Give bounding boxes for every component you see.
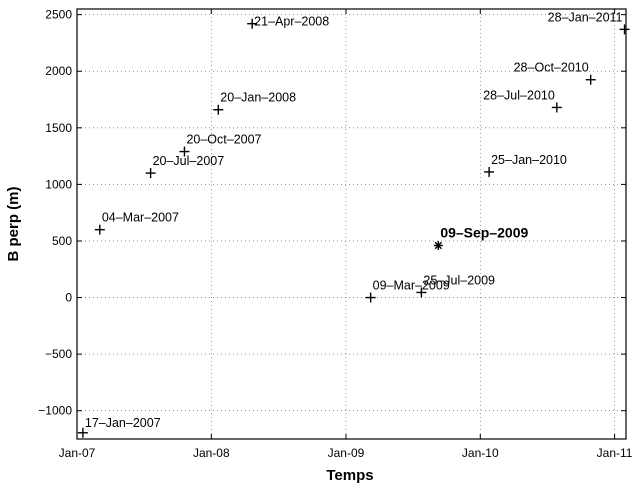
x-tick-label: Jan-09	[328, 446, 365, 460]
data-point-label: 20–Jan–2008	[220, 91, 296, 105]
data-point: 20–Jul–2007	[145, 154, 225, 179]
axis-layer: Jan-07 Jan-08 Jan-09 Jan-10 Jan-11 −1000 −500 0…	[38, 8, 633, 460]
x-tick-label: Jan-08	[193, 446, 230, 460]
y-tick-label: 500	[52, 234, 72, 248]
y-tick-label: 1500	[45, 121, 72, 135]
data-point-label: 21–Apr–2008	[254, 15, 329, 29]
data-point: 28–Jan–2011	[548, 10, 630, 35]
data-point: 28–Jul–2010	[483, 88, 562, 113]
data-point-label: 28–Jul–2010	[483, 88, 555, 102]
data-point: 20–Jan–2008	[213, 91, 296, 115]
y-tick-label: 0	[65, 291, 72, 305]
data-point-label: 25–Jan–2010	[491, 153, 567, 167]
y-tick-label: 2500	[45, 8, 72, 22]
data-point-label: 20–Jul–2007	[153, 154, 225, 168]
x-tick-label: Jan-07	[59, 446, 96, 460]
x-axis-title: Temps	[326, 467, 373, 484]
data-point-label: 09–Sep–2009	[440, 225, 528, 241]
data-point-label: 20–Oct–2007	[186, 133, 261, 147]
data-point: 17–Jan–2007	[77, 416, 161, 438]
points-layer: 17–Jan–2007 04–Mar–2007 20–Jul–2007 20–Oct–…	[77, 10, 630, 438]
data-point-label: 28–Oct–2010	[514, 61, 589, 75]
data-point-label: 28–Jan–2011	[548, 10, 623, 24]
star-marker-stroke	[434, 241, 443, 250]
y-tick-label: −1000	[38, 404, 72, 418]
data-point: 09–Sep–2009	[433, 225, 529, 250]
data-point: 25–Jul–2009	[416, 273, 495, 298]
data-point: 25–Jan–2010	[484, 153, 567, 177]
x-tick-label: Jan-10	[462, 446, 499, 460]
data-point-label: 04–Mar–2007	[102, 211, 179, 225]
data-point: 21–Apr–2008	[247, 15, 329, 29]
y-tick-label: −500	[45, 347, 72, 361]
data-point-label: 09–Mar–2009	[373, 279, 450, 293]
data-point: 04–Mar–2007	[94, 211, 179, 235]
data-point: 28–Oct–2010	[514, 61, 596, 85]
data-point: 20–Oct–2007	[179, 133, 262, 157]
data-point-label: 17–Jan–2007	[85, 416, 161, 430]
y-tick-label: 1000	[45, 177, 72, 191]
plot-frame	[76, 8, 627, 440]
y-axis-title: B perp (m)	[5, 186, 22, 261]
data-point: 09–Mar–2009	[365, 279, 450, 303]
data-point-label: 25–Jul–2009	[423, 273, 495, 287]
x-tick-label: Jan-11	[597, 446, 633, 460]
y-tick-label: 2000	[45, 64, 72, 78]
